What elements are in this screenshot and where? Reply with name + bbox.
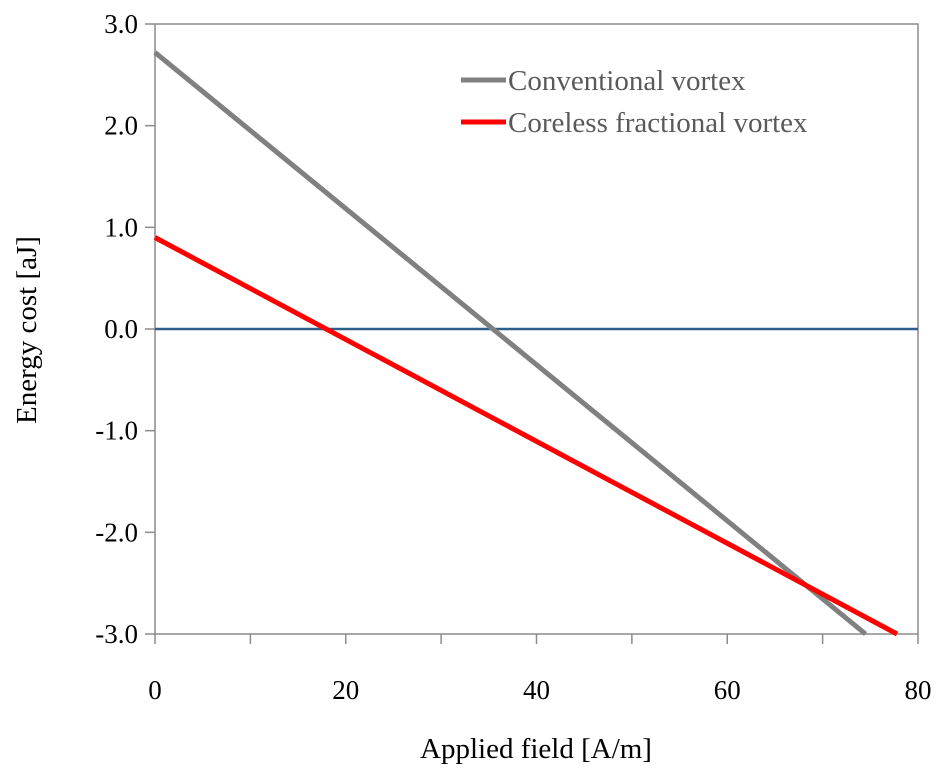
y-tick-label: 0.0 [104,314,138,344]
x-tick-label: 20 [332,675,359,705]
y-tick-label: -3.0 [95,619,138,649]
tick-labels: 0 20 40 60 80 3.0 2.0 1.0 0.0 -1.0 -2.0 -3.0 [95,9,931,705]
y-tick-label: -2.0 [95,517,138,547]
y-tick-label: 2.0 [104,111,138,141]
x-tick-label: 80 [905,675,932,705]
series-line-1 [153,235,899,637]
x-tick-label: 0 [148,675,162,705]
legend-label-0: Conventional vortex [508,65,746,97]
y-tick-label: 3.0 [104,9,138,39]
series-line-0 [153,50,868,636]
y-tick-label: 1.0 [104,212,138,242]
x-tick-label: 40 [523,675,550,705]
x-tick-label: 60 [714,675,741,705]
y-axis-title: Energy cost [aJ] [11,236,43,424]
legend: Conventional vortex Coreless fractional v… [461,65,808,139]
legend-label-1: Coreless fractional vortex [508,107,808,139]
x-axis-title: Applied field [A/m] [420,733,652,765]
y-tick-label: -1.0 [95,416,138,446]
series-layer [153,50,899,637]
